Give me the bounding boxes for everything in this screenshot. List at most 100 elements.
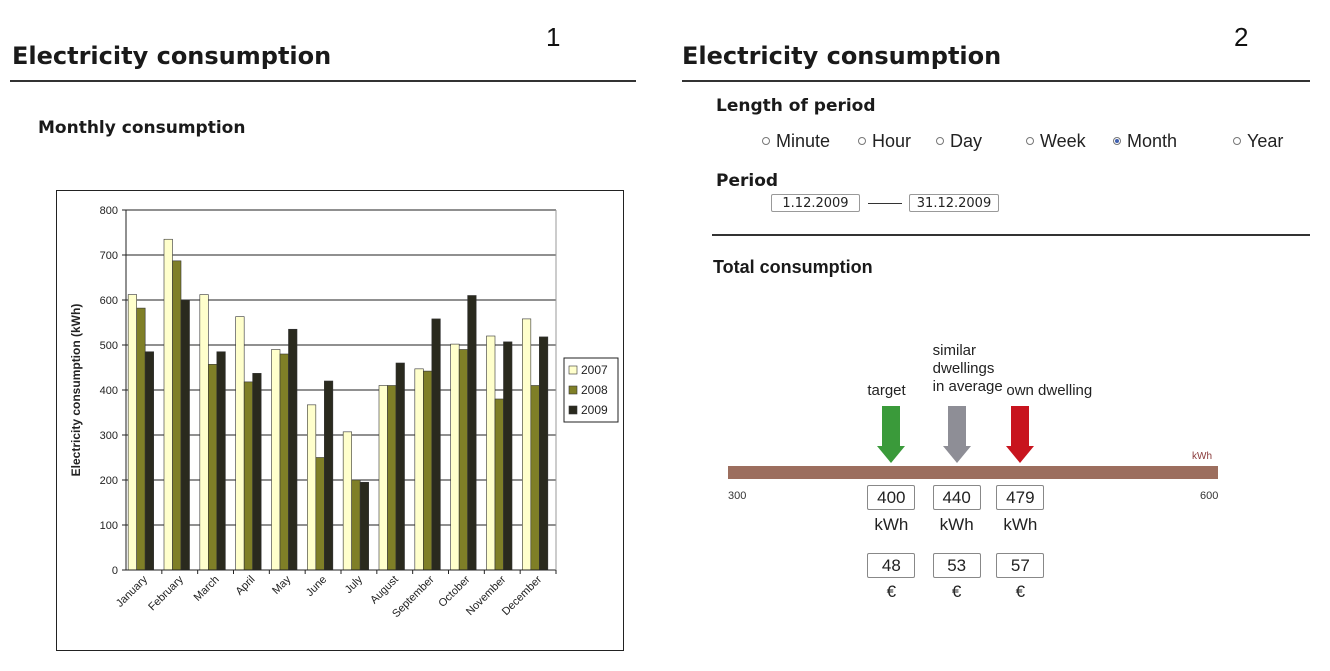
- panel-1-divider: [10, 80, 636, 82]
- y-tick-label: 600: [100, 295, 118, 307]
- radio-label: Day: [950, 130, 983, 151]
- bar-2008-october: [458, 349, 468, 571]
- period-option-week[interactable]: Week: [1026, 130, 1086, 152]
- period-option-month[interactable]: Month: [1113, 130, 1177, 152]
- bar-2009-may: [288, 328, 298, 571]
- radio-label: Week: [1040, 130, 1086, 151]
- marker-value-unit: kWh: [939, 515, 974, 534]
- period-option-day[interactable]: Day: [936, 130, 982, 152]
- bar-2008-may: [279, 353, 289, 571]
- bar-2009-april: [252, 373, 262, 571]
- x-tick-label: March: [192, 574, 222, 604]
- period-dash: [868, 203, 902, 204]
- bar-2008-july: [351, 479, 361, 571]
- marker-label: target: [867, 382, 906, 399]
- radio-icon[interactable]: [1233, 137, 1241, 145]
- marker-value-box: 400: [867, 485, 916, 510]
- scale-unit-label: kWh: [1192, 451, 1212, 462]
- marker-cost-currency: €: [1015, 582, 1026, 601]
- radio-icon[interactable]: [1113, 137, 1121, 145]
- y-tick-label: 700: [100, 250, 118, 262]
- x-tick-label: April: [233, 574, 257, 598]
- marker-cost-currency: €: [886, 582, 897, 601]
- scale-bar: [728, 466, 1218, 479]
- period-option-year[interactable]: Year: [1233, 130, 1283, 152]
- bar-2007-october: [450, 343, 460, 571]
- y-tick-label: 200: [100, 475, 118, 487]
- marker-arrow-icon: [877, 406, 906, 463]
- x-tick-label: July: [343, 573, 366, 596]
- x-tick-label: February: [146, 573, 186, 613]
- bar-2007-april: [235, 316, 245, 571]
- marker-value-unit: kWh: [1003, 515, 1038, 534]
- marker-arrow-shape: [942, 406, 971, 463]
- x-tick-label: May: [270, 573, 294, 597]
- y-tick-label: 800: [100, 205, 118, 217]
- bar-2007-december: [522, 318, 532, 571]
- bar-2009-march: [216, 351, 226, 571]
- marker-arrow-icon: [1006, 406, 1035, 463]
- bar-2009-june: [324, 380, 334, 571]
- bar-2009-december: [539, 336, 549, 571]
- bar-2008-january: [136, 307, 146, 571]
- bar-2007-september: [414, 368, 424, 571]
- y-axis-label: Electricity consumption (kWh): [69, 304, 83, 477]
- bar-2009-november: [503, 341, 513, 571]
- bar-2009-september: [431, 318, 441, 571]
- y-tick-label: 400: [100, 385, 118, 397]
- marker-value-unit: kWh: [874, 515, 909, 534]
- radio-icon[interactable]: [762, 137, 770, 145]
- y-tick-label: 100: [100, 520, 118, 532]
- period-option-hour[interactable]: Hour: [858, 130, 911, 152]
- bar-2007-november: [486, 335, 496, 571]
- bar-2008-february: [172, 260, 182, 571]
- x-tick-label: December: [500, 573, 545, 618]
- bar-2007-january: [127, 294, 137, 571]
- radio-icon[interactable]: [936, 137, 944, 145]
- panel-1-number: 1: [546, 22, 561, 52]
- radio-icon[interactable]: [1026, 137, 1034, 145]
- scale-max-label: 600: [1200, 490, 1219, 502]
- legend-swatch: [568, 365, 578, 375]
- panel-2-divider-top: [682, 80, 1310, 82]
- legend-label: 2007: [581, 363, 608, 377]
- marker-value-box: 440: [932, 485, 981, 510]
- marker-cost-box: 48: [867, 553, 916, 578]
- period-label: Period: [716, 171, 779, 191]
- scale-min-label: 300: [728, 490, 747, 502]
- radio-label: Hour: [872, 130, 912, 151]
- marker-cost-currency: €: [951, 582, 962, 601]
- bar-2008-april: [243, 381, 253, 571]
- total-consumption-label: Total consumption: [713, 257, 873, 277]
- period-end-field[interactable]: 31.12.2009: [909, 194, 999, 212]
- marker-arrow-icon: [942, 406, 971, 463]
- x-tick-label: June: [304, 574, 329, 599]
- marker-label: own dwelling: [1006, 382, 1093, 399]
- period-length-label: Length of period: [716, 96, 876, 116]
- bar-2007-july: [342, 431, 352, 571]
- panel-1-subtitle: Monthly consumption: [38, 118, 246, 138]
- radio-label: Month: [1127, 130, 1178, 151]
- radio-label: Minute: [776, 130, 831, 151]
- marker-cost-box: 57: [996, 553, 1045, 578]
- y-tick-label: 0: [112, 565, 118, 577]
- bar-2009-october: [467, 295, 477, 571]
- bar-2008-september: [423, 370, 433, 571]
- legend-label: 2008: [581, 383, 608, 397]
- bar-2009-august: [395, 362, 405, 571]
- period-option-minute[interactable]: Minute: [762, 130, 830, 152]
- bar-2008-august: [387, 385, 397, 571]
- bar-2009-july: [359, 481, 369, 571]
- x-tick-label: August: [368, 574, 401, 607]
- marker-arrow-shape: [877, 406, 906, 463]
- bar-2007-february: [163, 238, 173, 571]
- bar-2007-march: [199, 294, 209, 571]
- bar-2007-may: [271, 349, 281, 571]
- y-tick-label: 300: [100, 430, 118, 442]
- radio-icon[interactable]: [858, 137, 866, 145]
- bar-2008-november: [494, 398, 504, 571]
- bar-2007-june: [307, 404, 317, 571]
- period-start-field[interactable]: 1.12.2009: [771, 194, 860, 212]
- panel-1-title: Electricity consumption: [12, 42, 332, 70]
- x-tick-label: January: [114, 573, 151, 610]
